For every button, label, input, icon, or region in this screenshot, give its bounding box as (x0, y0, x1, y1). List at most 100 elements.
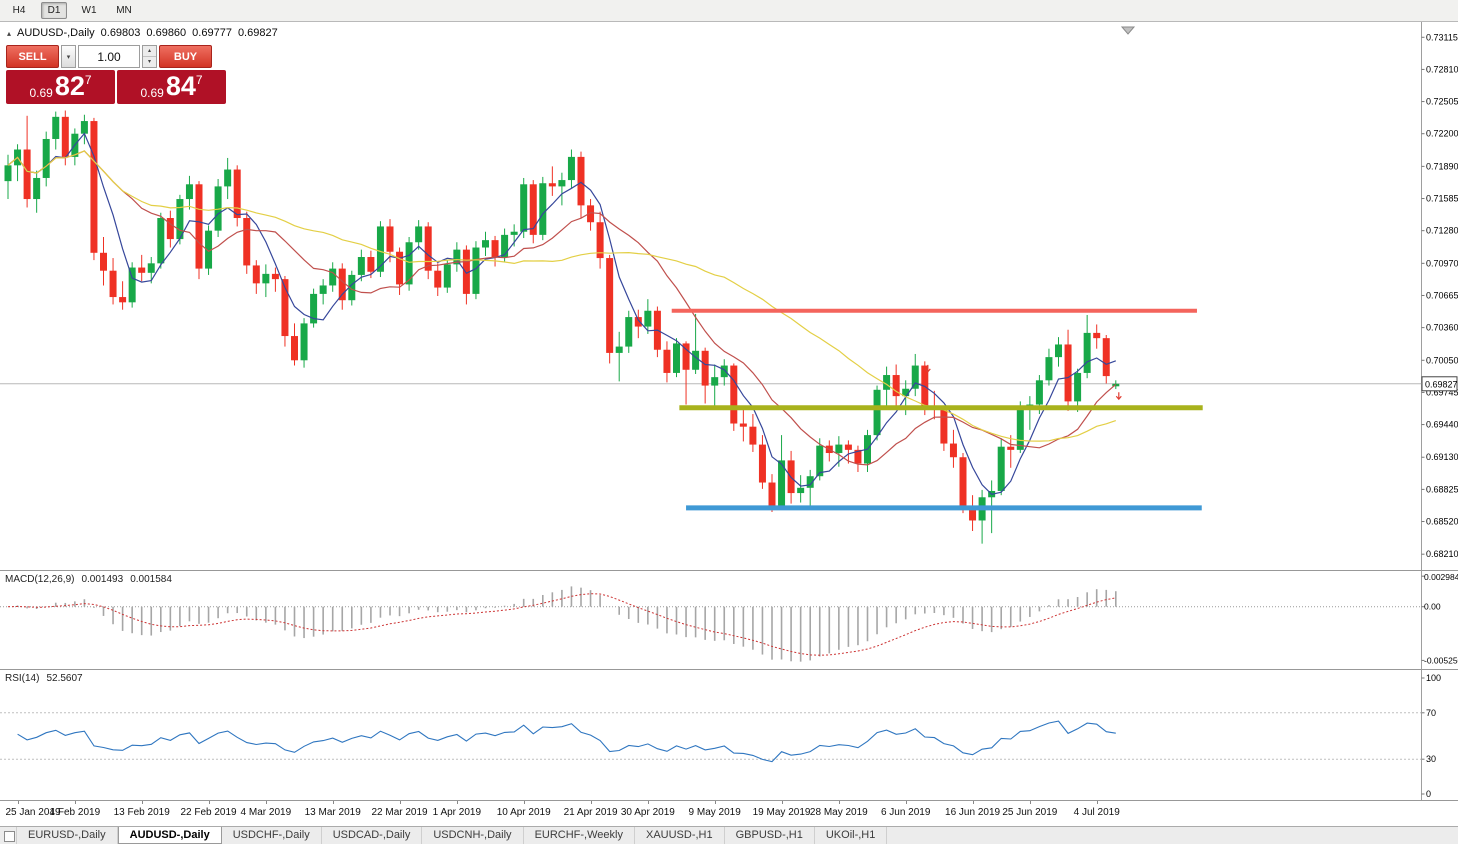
date-tick (399, 801, 401, 804)
chart-tab-xauusd-h1[interactable]: XAUUSD-,H1 (635, 827, 725, 844)
svg-text:0.00: 0.00 (1424, 602, 1441, 612)
svg-text:0.69130: 0.69130 (1426, 452, 1458, 462)
timeframe-button-w1[interactable]: W1 (81, 5, 97, 16)
date-axis-label: 25 Jan 2019 (5, 807, 61, 818)
date-axis-label: 9 May 2019 (688, 807, 741, 818)
date-tick (456, 801, 458, 804)
date-axis-label: 25 Jun 2019 (1002, 807, 1058, 818)
date-axis-label: 28 May 2019 (809, 807, 868, 818)
date-axis-label: 13 Mar 2019 (304, 807, 361, 818)
date-tick (647, 801, 649, 804)
svg-text:0.68520: 0.68520 (1426, 517, 1458, 527)
collapse-trade-panel-icon[interactable]: ▴ (7, 28, 12, 38)
date-axis-label: 10 Apr 2019 (496, 807, 551, 818)
macd-histogram (16, 586, 1117, 662)
macd-value-signal: 0.001584 (130, 574, 172, 585)
volume-input[interactable] (78, 45, 140, 68)
date-axis-label: 22 Mar 2019 (371, 807, 428, 818)
chart-tab-eurchf-weekly[interactable]: EURCHF-,Weekly (524, 827, 635, 844)
volume-spinner-down-icon[interactable]: ▾ (147, 59, 151, 65)
date-tick (1096, 801, 1098, 804)
date-axis-label: 4 Feb 2019 (49, 807, 101, 818)
date-axis-label: 13 Feb 2019 (113, 807, 170, 818)
sell-price-sup-digit: 7 (84, 73, 92, 87)
chart-tab-gbpusd-h1[interactable]: GBPUSD-,H1 (725, 827, 815, 844)
chart-windows-icon[interactable] (0, 827, 17, 844)
ohlc-open: 0.69803 (100, 27, 141, 39)
chart-tab-ukoil-h1[interactable]: UKOil-,H1 (815, 827, 888, 844)
current-price-tag (1421, 376, 1458, 392)
svg-text:0.002984: 0.002984 (1424, 572, 1458, 582)
chart-tab-eurusd-daily[interactable]: EURUSD-,Daily (17, 827, 118, 844)
date-tick (590, 801, 592, 804)
ohlc-high: 0.69860 (146, 27, 187, 39)
svg-text:0.72505: 0.72505 (1426, 97, 1458, 107)
rsi-label-row: RSI(14) 52.5607 (5, 673, 83, 684)
svg-text:0.69440: 0.69440 (1426, 420, 1458, 430)
svg-text:30: 30 (1426, 754, 1436, 764)
sell-arrow-icon (1115, 392, 1122, 401)
macd-panel[interactable]: 0.002984 0.00 -0.005250 MACD(12,26,9) 0.00… (0, 570, 1458, 669)
timeframe-button-mn[interactable]: MN (116, 5, 132, 16)
macd-chart[interactable]: 0.002984 0.00 -0.005250 (0, 571, 1458, 669)
date-axis-label: 1 Apr 2019 (432, 807, 482, 818)
date-axis-label: 22 Feb 2019 (180, 807, 237, 818)
date-axis-label: 4 Jul 2019 (1073, 807, 1120, 818)
date-tick (17, 801, 19, 804)
timeframe-button-h4[interactable]: H4 (12, 5, 26, 16)
timeframe-button-d1[interactable]: D1 (41, 2, 67, 19)
rsi-value: 52.5607 (46, 673, 83, 684)
date-tick (265, 801, 267, 804)
date-tick (972, 801, 974, 804)
chart-header: ▴ AUDUSD-,Daily 0.69803 0.69860 0.69777 … (7, 27, 278, 39)
chart-tab-bar: EURUSD-,Daily AUDUSD-,Daily USDCHF-,Daily U… (0, 826, 1458, 844)
sell-price-big-digits: 82 (54, 71, 85, 101)
ma-fast-line (7, 132, 1117, 495)
date-axis-label: 19 May 2019 (752, 807, 811, 818)
buy-button[interactable]: BUY (159, 45, 212, 68)
date-tick (838, 801, 840, 804)
svg-text:0.72200: 0.72200 (1426, 129, 1458, 139)
candlestick-chart[interactable]: 0.73115 0.72810 0.72505 0.72200 0.71890 0.715… (0, 22, 1458, 570)
sell-button[interactable]: SELL (6, 45, 59, 68)
date-tick (523, 801, 525, 804)
sell-price-display[interactable]: 0.69 82 7 (6, 70, 115, 104)
buy-price-prefix: 0.69 (140, 86, 164, 100)
svg-text:0.71585: 0.71585 (1426, 194, 1458, 204)
date-axis-label: 16 Jun 2019 (945, 807, 1001, 818)
date-tick (714, 801, 716, 804)
svg-text:0.69827: 0.69827 (1425, 379, 1458, 389)
chart-tab-usdchf-daily[interactable]: USDCHF-,Daily (222, 827, 322, 844)
svg-text:0.71280: 0.71280 (1426, 226, 1458, 236)
chart-tab-audusd-daily[interactable]: AUDUSD-,Daily (117, 827, 222, 844)
main-chart-pane[interactable]: 0.73115 0.72810 0.72505 0.72200 0.71890 0.715… (0, 22, 1458, 570)
date-tick (332, 801, 334, 804)
volume-decrease-button[interactable]: ▾ (61, 45, 76, 68)
buy-price-display[interactable]: 0.69 84 7 (117, 70, 226, 104)
rsi-label: RSI(14) (5, 673, 40, 684)
chart-tab-usdcnh-daily[interactable]: USDCNH-,Daily (422, 827, 524, 844)
buy-price-big-digits: 84 (165, 71, 196, 101)
svg-text:0.68210: 0.68210 (1426, 549, 1458, 559)
macd-label-row: MACD(12,26,9) 0.001493 0.001584 (5, 574, 172, 585)
sell-arrow-icon (924, 364, 931, 373)
chart-symbol-title: AUDUSD-,Daily (17, 27, 95, 39)
svg-text:70: 70 (1426, 708, 1436, 718)
date-tick (74, 801, 76, 804)
volume-spinner[interactable]: ▴ ▾ (142, 45, 157, 68)
date-axis[interactable]: 25 Jan 2019 4 Feb 2019 13 Feb 2019 22 Feb 2… (0, 800, 1458, 826)
chart-tab-usdcad-daily[interactable]: USDCAD-,Daily (322, 827, 423, 844)
svg-text:0.68825: 0.68825 (1426, 484, 1458, 494)
macd-signal-line (7, 593, 1116, 656)
one-click-trade-panel: SELL ▾ ▴ ▾ BUY 0.69 82 7 0.69 84 7 (6, 45, 226, 104)
rsi-line (17, 720, 1116, 763)
macd-label: MACD(12,26,9) (5, 574, 75, 585)
scroll-to-end-icon (1120, 26, 1136, 35)
svg-text:0.69745: 0.69745 (1426, 387, 1458, 397)
svg-text:0.72810: 0.72810 (1426, 64, 1458, 74)
rsi-panel[interactable]: 100 70 30 0 RSI(14) 52.5607 (0, 669, 1458, 800)
volume-spinner-up-icon[interactable]: ▴ (143, 46, 156, 57)
rsi-chart[interactable]: 100 70 30 0 (0, 670, 1458, 800)
svg-text:0.70360: 0.70360 (1426, 323, 1458, 333)
date-tick (781, 801, 783, 804)
